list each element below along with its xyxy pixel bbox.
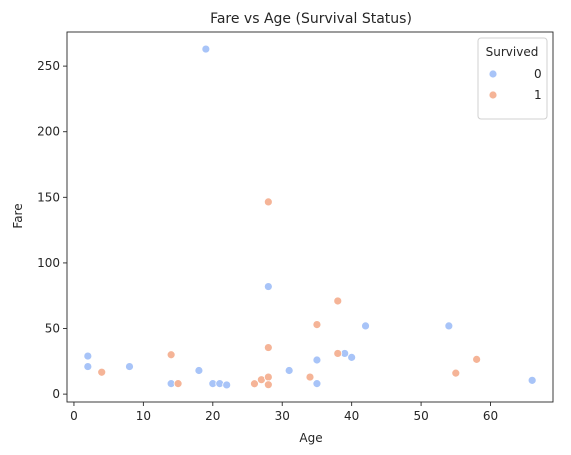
x-tick-label: 50 (413, 409, 428, 423)
plot-frame (66, 31, 554, 403)
data-point-survived-1 (263, 343, 273, 352)
data-point-survived-0 (263, 282, 273, 291)
legend-marker (488, 69, 498, 79)
x-axis-label: Age (299, 431, 322, 445)
data-point-survived-1 (97, 367, 107, 377)
y-tick-label: 250 (37, 59, 60, 73)
legend-marker (488, 90, 498, 100)
data-point-survived-0 (312, 355, 322, 365)
data-point-survived-0 (83, 362, 93, 371)
legend-label: 0 (534, 67, 542, 81)
data-point-survived-1 (333, 296, 343, 306)
legend: Survived 01 (477, 37, 548, 120)
x-tick-label: 10 (136, 409, 151, 423)
y-axis-label: Fare (11, 203, 25, 228)
data-point-survived-0 (347, 352, 357, 362)
data-point-survived-1 (166, 350, 176, 360)
x-tick-label: 60 (483, 409, 498, 423)
y-tick-label: 200 (37, 125, 60, 139)
legend-label: 1 (534, 88, 542, 102)
data-point-survived-1 (173, 379, 183, 389)
y-tick-label: 100 (37, 256, 60, 270)
x-tick-label: 40 (344, 409, 359, 423)
data-points (83, 44, 537, 390)
data-point-survived-0 (201, 44, 211, 54)
chart-title: Fare vs Age (Survival Status) (210, 11, 412, 27)
data-point-survived-1 (250, 379, 259, 389)
data-point-survived-1 (451, 368, 461, 378)
y-tick-label: 150 (37, 190, 60, 204)
y-axis: 0 50 100 150 200 250 (37, 59, 67, 401)
legend-items: 01 (488, 67, 542, 102)
data-point-survived-1 (305, 372, 315, 382)
data-point-survived-0 (222, 380, 232, 390)
data-point-survived-0 (444, 321, 454, 331)
y-tick-label: 50 (45, 322, 60, 336)
data-point-survived-0 (284, 366, 294, 375)
data-point-survived-1 (472, 354, 482, 364)
data-point-survived-0 (312, 379, 322, 389)
x-axis: 0 10 20 30 40 50 60 (70, 402, 498, 423)
data-point-survived-1 (312, 320, 322, 329)
data-point-survived-0 (361, 321, 370, 331)
data-point-survived-1 (333, 349, 343, 358)
data-point-survived-1 (263, 197, 273, 207)
data-point-survived-1 (263, 372, 273, 382)
legend-title: Survived (486, 45, 539, 59)
data-point-survived-0 (83, 351, 93, 361)
y-tick-label: 0 (52, 387, 60, 401)
data-point-survived-0 (125, 362, 134, 371)
x-tick-label: 30 (275, 409, 290, 423)
x-tick-label: 20 (205, 409, 220, 423)
x-tick-label: 0 (70, 409, 78, 423)
data-point-survived-0 (194, 366, 204, 375)
data-point-survived-1 (263, 380, 273, 390)
data-point-survived-0 (527, 375, 537, 385)
